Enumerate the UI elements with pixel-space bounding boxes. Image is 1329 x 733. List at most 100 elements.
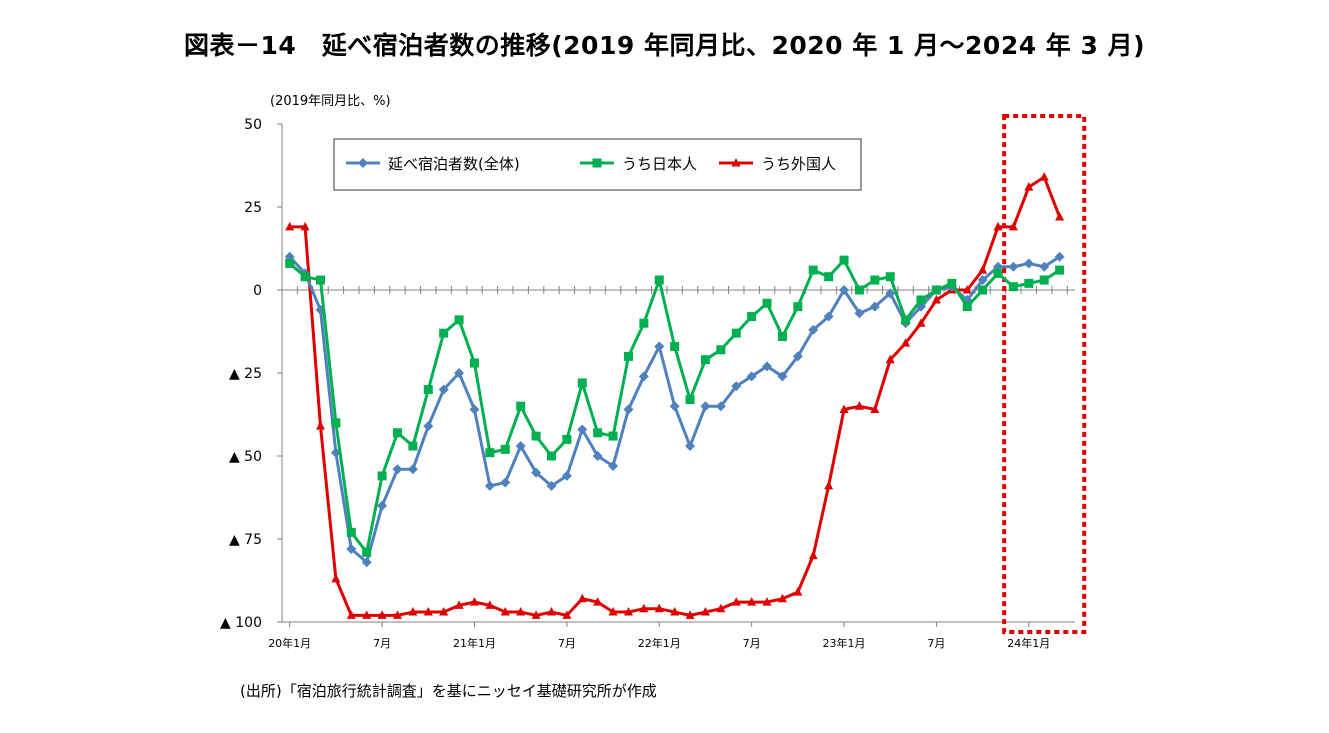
data-point	[392, 610, 402, 619]
source-note: (出所)「宿泊旅行統計調査」を基にニッセイ基礎研究所が作成	[240, 682, 657, 700]
highlight-box-layer	[1002, 114, 1087, 634]
series-0	[284, 251, 1065, 568]
data-point	[546, 607, 556, 616]
y-tick-label: ▲ 50	[229, 449, 262, 465]
data-point	[808, 324, 819, 335]
data-point	[824, 272, 834, 282]
legend-marker	[592, 158, 602, 168]
data-point	[777, 593, 787, 603]
data-point	[439, 607, 449, 616]
data-point	[901, 338, 911, 347]
data-point	[1008, 221, 1018, 231]
legend: 延べ宿泊者数(全体) うち日本人 うち外国人	[333, 138, 862, 191]
data-point	[531, 431, 541, 441]
data-point	[562, 610, 572, 619]
data-point	[854, 401, 864, 410]
data-point	[762, 361, 773, 372]
x-tick-label: 7月	[927, 637, 945, 650]
data-point	[716, 603, 726, 613]
data-point	[854, 285, 864, 295]
data-point	[1023, 258, 1034, 269]
data-point	[639, 318, 649, 328]
data-point	[839, 404, 849, 414]
data-point	[700, 401, 711, 412]
data-point	[516, 401, 526, 411]
data-point	[593, 597, 603, 606]
data-point	[808, 265, 818, 275]
data-point	[623, 404, 634, 415]
data-point	[608, 460, 619, 471]
data-point	[977, 275, 988, 286]
data-point	[824, 480, 834, 490]
data-point	[515, 441, 526, 452]
legend-label: うち日本人	[622, 155, 697, 173]
data-point	[1054, 251, 1065, 262]
data-point	[685, 395, 695, 405]
x-tick-label: 24年1月	[1007, 636, 1050, 650]
data-point	[546, 451, 556, 461]
data-point	[593, 428, 603, 438]
data-point	[700, 607, 710, 616]
data-point	[747, 312, 757, 322]
data-point	[762, 298, 772, 308]
data-point	[377, 610, 387, 619]
data-point	[654, 603, 664, 613]
data-point	[670, 607, 680, 616]
data-point	[731, 381, 742, 392]
data-point	[1039, 172, 1049, 181]
data-point	[438, 384, 449, 395]
data-point	[285, 221, 295, 231]
legend-marker	[731, 158, 741, 167]
y-tick-label: 25	[244, 200, 262, 216]
data-point	[392, 428, 402, 438]
data-point	[485, 448, 495, 458]
legend-label: 延べ宿泊者数(全体)	[388, 155, 520, 173]
data-point	[870, 404, 880, 414]
x-tick-label: 7月	[743, 637, 761, 650]
series-2	[285, 172, 1065, 619]
data-point	[978, 265, 988, 274]
data-point	[469, 358, 479, 368]
data-point	[854, 308, 865, 319]
data-point	[1055, 211, 1065, 221]
data-point	[346, 527, 356, 537]
data-point	[792, 351, 803, 362]
data-point	[715, 401, 726, 412]
data-point	[885, 354, 895, 364]
data-point	[300, 221, 310, 231]
data-point	[546, 480, 557, 491]
data-point	[808, 550, 818, 560]
data-point	[423, 385, 433, 395]
data-point	[947, 278, 957, 288]
data-point	[916, 318, 926, 327]
data-point	[331, 573, 341, 583]
data-point	[777, 331, 787, 341]
data-point	[962, 302, 972, 312]
data-point	[346, 610, 356, 619]
data-point	[500, 607, 510, 616]
data-point	[993, 268, 1003, 278]
data-point	[407, 464, 418, 475]
y-tick-label: ▲ 100	[220, 615, 262, 631]
data-point	[839, 285, 850, 295]
data-point	[931, 285, 941, 295]
data-point	[685, 441, 696, 452]
data-point	[331, 418, 341, 428]
series-1	[285, 255, 1065, 557]
data-point	[670, 341, 680, 351]
data-point	[377, 500, 388, 511]
data-point	[423, 421, 434, 432]
data-point	[762, 597, 772, 606]
data-point	[869, 301, 880, 312]
data-point	[500, 444, 510, 454]
data-point	[500, 477, 511, 488]
series-lines	[284, 172, 1065, 619]
data-point	[931, 294, 941, 304]
data-point	[608, 431, 618, 441]
data-point	[577, 424, 588, 435]
axes: 50 25 0 ▲ 25 ▲ 50 ▲ 75 ▲ 100 20年1月 7月 21年1月 7月 22年1…	[220, 117, 1075, 650]
x-tick-label: 22年1月	[638, 636, 681, 650]
data-point	[793, 302, 803, 312]
data-point	[654, 341, 665, 352]
